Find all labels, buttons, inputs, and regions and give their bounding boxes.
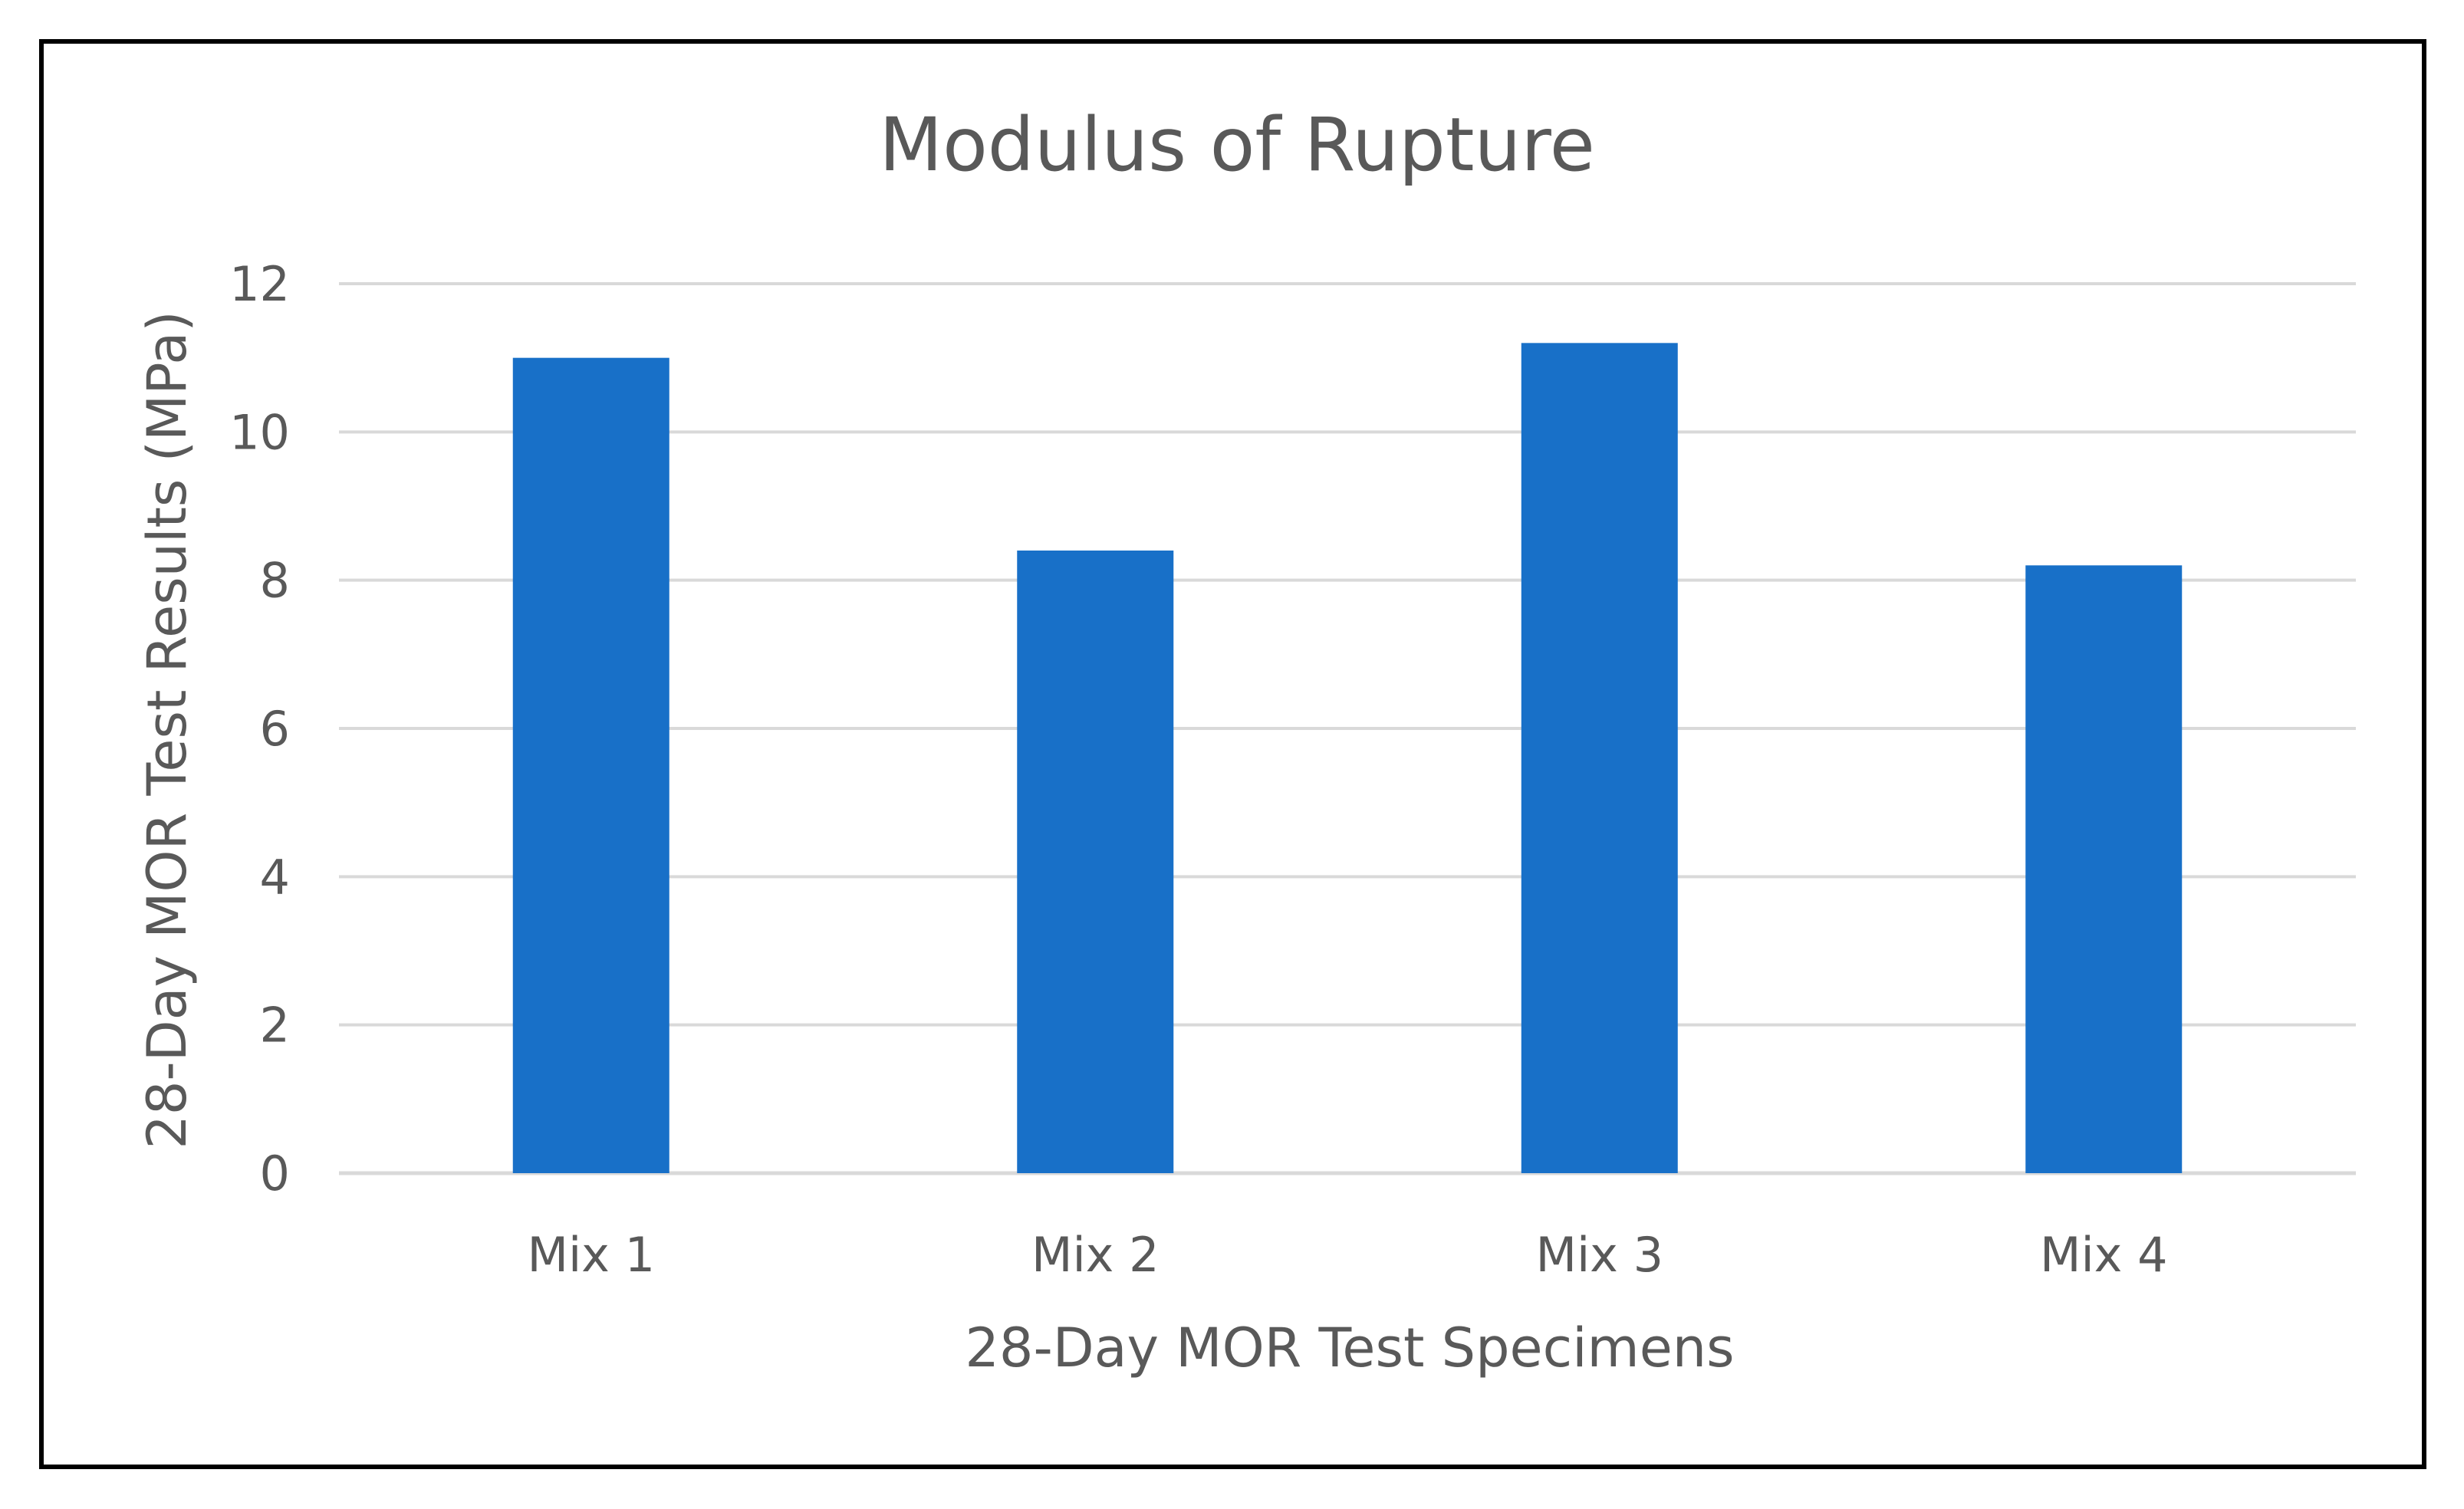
chart-title: Modulus of Rupture [879, 102, 1595, 188]
y-tick-label: 2 [260, 998, 290, 1054]
y-axis-label: 28-Day MOR Test Results (MPa) [136, 311, 199, 1149]
gridlines [339, 282, 2356, 1175]
x-axis-label: 28-Day MOR Test Specimens [965, 1317, 1734, 1379]
bar [2025, 565, 2183, 1173]
x-tick-label: Mix 2 [1031, 1227, 1160, 1283]
bars [512, 343, 2183, 1174]
bar [512, 357, 669, 1174]
y-tick-label: 0 [260, 1146, 290, 1202]
y-tick-label: 8 [260, 553, 290, 609]
x-tick-label: Mix 4 [2040, 1227, 2168, 1283]
bar [1017, 551, 1174, 1173]
bar [1521, 343, 1678, 1173]
x-tick-label: Mix 1 [527, 1227, 655, 1283]
y-axis-ticks: 0 2 4 6 8 10 12 [229, 256, 290, 1202]
y-tick-label: 6 [260, 701, 290, 757]
y-tick-label: 12 [229, 256, 290, 312]
y-tick-label: 10 [229, 404, 290, 460]
x-axis-ticks: Mix 1 Mix 2 Mix 3 Mix 4 [527, 1227, 2167, 1283]
y-tick-label: 4 [260, 849, 290, 905]
x-tick-label: Mix 3 [1535, 1227, 1663, 1283]
